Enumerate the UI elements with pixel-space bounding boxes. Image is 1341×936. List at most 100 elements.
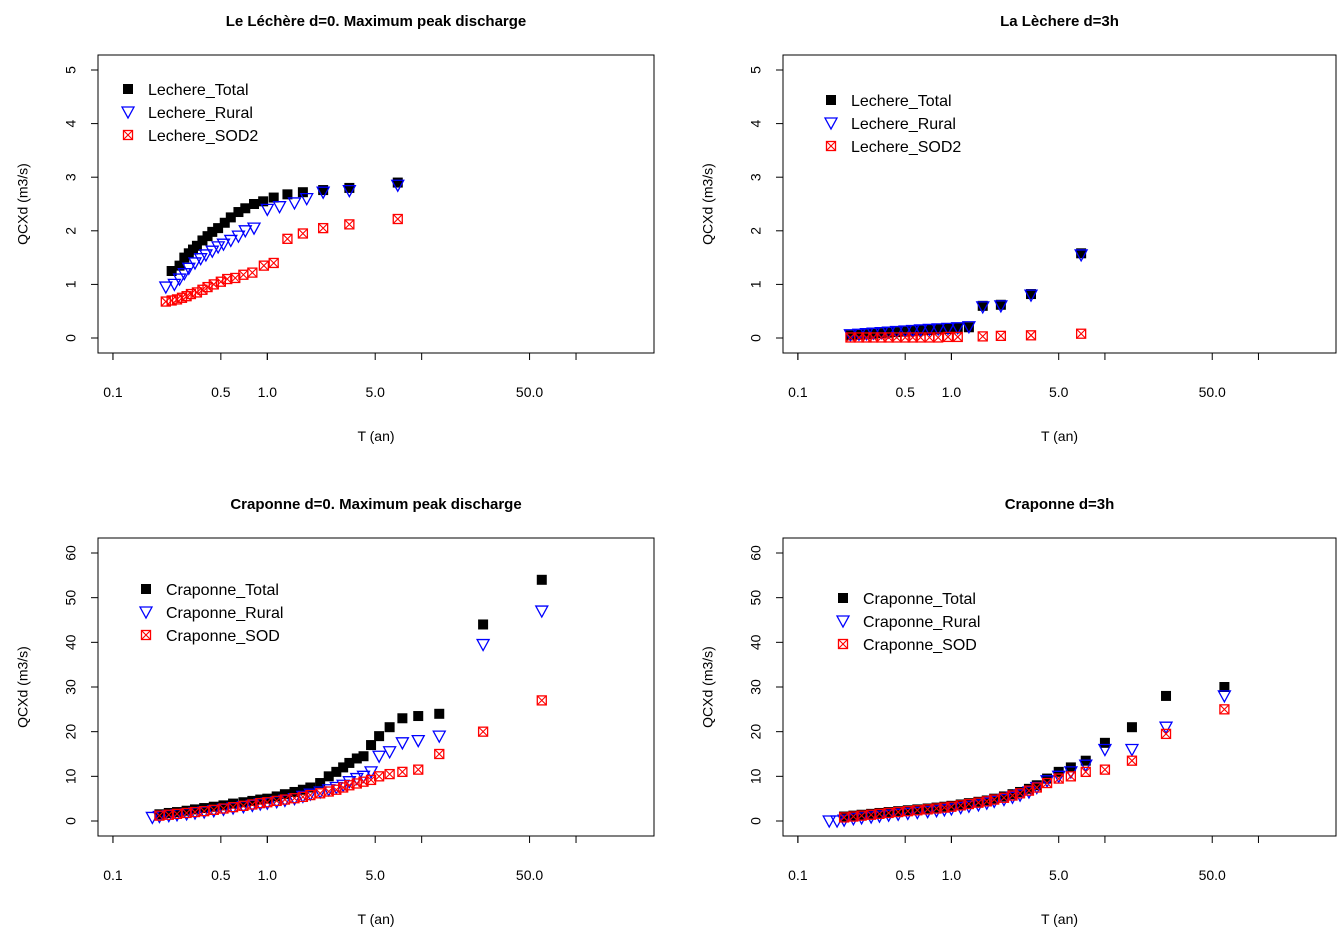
data-point [900, 326, 911, 337]
data-point [392, 177, 403, 188]
legend-marker [141, 584, 151, 594]
legend: Craponne_Total Craponne_Rural Craponne_SOD [138, 582, 283, 645]
data-point [268, 257, 279, 269]
x-tick-label: 0.1 [103, 384, 123, 400]
y-tick-label: 3 [748, 173, 764, 181]
y-tick-label: 30 [748, 679, 764, 695]
legend-label: Craponne_SOD [863, 637, 977, 654]
legend-marker [120, 106, 136, 120]
data-point [1126, 755, 1138, 766]
data-point [893, 806, 904, 817]
data-point [158, 281, 173, 295]
data-point [207, 226, 218, 237]
data-point [1053, 773, 1064, 784]
data-point [247, 267, 258, 278]
y-axis-label: QCXd (m3/s) [15, 646, 31, 728]
plot-frame [782, 537, 1337, 837]
y-tick-label: 60 [748, 545, 764, 561]
chart-title: La Lèchere d=3h [1000, 13, 1119, 30]
data-point [907, 326, 918, 337]
data-point [845, 330, 856, 341]
data-point [240, 203, 251, 214]
x-tick-label: 5.0 [365, 384, 385, 400]
y-tick-label: 20 [63, 724, 79, 740]
data-point [977, 331, 988, 342]
data-point [344, 219, 355, 230]
legend-marker [123, 84, 133, 94]
data-point [191, 240, 202, 251]
legend: Craponne_Total Craponne_Rural Craponne_SOD [835, 591, 980, 654]
data-point [351, 753, 362, 764]
data-point [181, 805, 192, 816]
data-point [434, 748, 445, 760]
data-point [181, 262, 196, 276]
y-tick-label: 50 [748, 590, 764, 606]
data-point [344, 757, 355, 768]
x-tick-label: 0.1 [788, 867, 808, 883]
data-point [282, 189, 293, 200]
y-tick-label: 60 [63, 545, 79, 561]
data-point [1080, 766, 1091, 778]
data-point [246, 222, 262, 236]
data-point [260, 203, 275, 217]
data-point [913, 324, 928, 338]
data-point [305, 782, 316, 793]
x-tick-label: 0.5 [895, 384, 915, 400]
y-tick-label: 40 [63, 634, 79, 650]
data-point [167, 278, 182, 292]
data-point [233, 207, 244, 218]
data-point [1078, 759, 1093, 773]
data-point [211, 241, 226, 255]
legend-marker [837, 638, 849, 650]
y-axis-label: QCXd (m3/s) [15, 163, 31, 245]
x-tick-label: 1.0 [942, 867, 962, 883]
legend-label: Lechere_Rural [148, 105, 253, 122]
data-point [534, 605, 549, 619]
data-point [963, 798, 974, 809]
data-point [225, 212, 236, 223]
data-point [249, 199, 260, 209]
data-point [952, 323, 963, 334]
data-point [297, 784, 308, 795]
data-point [411, 734, 426, 748]
x-tick-label: 0.5 [895, 867, 915, 883]
data-point [1023, 783, 1034, 794]
data-point [205, 245, 220, 259]
series-Craponne_SOD [838, 704, 1230, 823]
data-point [297, 228, 309, 239]
y-tick-label: 2 [63, 227, 79, 235]
legend: Lechere_Total Lechere_Rural Lechere_SOD2 [823, 93, 961, 156]
chart-panel-3: Craponne d=0. Maximum peak discharge 0.1 0… [15, 496, 655, 927]
data-point [238, 225, 253, 239]
data-point [172, 807, 183, 818]
data-point [338, 762, 349, 773]
legend-label: Craponne_Rural [863, 614, 980, 631]
data-point [1015, 786, 1026, 797]
series-Lechere_Total [166, 177, 403, 276]
data-point [258, 260, 270, 271]
data-point [942, 331, 954, 343]
y-tick-label: 0 [63, 334, 79, 342]
data-point [413, 711, 424, 722]
x-axis-label: T (an) [357, 911, 394, 927]
data-point [977, 300, 988, 311]
data-point [853, 329, 864, 340]
legend-marker [838, 593, 848, 603]
data-point [942, 323, 953, 334]
data-point [432, 730, 447, 744]
data-point [856, 809, 867, 820]
x-tick-label: 1.0 [258, 867, 278, 883]
data-point [1099, 764, 1111, 775]
legend-label: Craponne_Rural [166, 605, 283, 622]
data-point [1007, 789, 1018, 800]
data-point [1099, 737, 1110, 748]
data-point [413, 764, 424, 775]
plot-frame [782, 54, 1337, 354]
data-point [939, 801, 950, 812]
y-tick-label: 10 [63, 768, 79, 784]
x-tick-label: 0.1 [103, 867, 123, 883]
legend-label: Craponne_Total [166, 582, 279, 599]
data-point [981, 795, 992, 806]
y-tick-label: 4 [63, 119, 79, 127]
y-tick-label: 2 [748, 227, 764, 235]
